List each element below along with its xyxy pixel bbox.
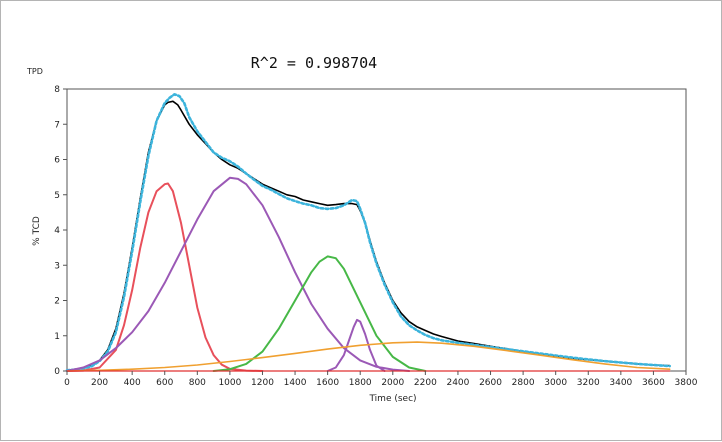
series-layer bbox=[65, 93, 672, 372]
x-tick-label: 0 bbox=[64, 378, 70, 388]
y-tick-label: 5 bbox=[54, 191, 60, 201]
panel-label: TPD bbox=[26, 67, 43, 76]
x-tick-label: 3600 bbox=[642, 378, 665, 388]
y-tick-label: 2 bbox=[54, 297, 60, 307]
y-tick-label: 8 bbox=[54, 85, 60, 95]
x-tick-label: 1600 bbox=[316, 378, 339, 388]
y-tick-label: 6 bbox=[54, 156, 60, 166]
x-tick-label: 1400 bbox=[284, 378, 307, 388]
series-line-5 bbox=[212, 255, 427, 372]
x-axis-label: Time (sec) bbox=[368, 394, 416, 404]
series-line-6 bbox=[326, 318, 386, 372]
y-tick-label: 1 bbox=[54, 332, 60, 342]
y-tick-label: 4 bbox=[54, 226, 60, 236]
x-axis: 0 200 400 600 800 1000 1200 1400 1600 1800 2000 220… bbox=[64, 371, 698, 388]
x-tick-label: 400 bbox=[124, 378, 141, 388]
x-tick-label: 2200 bbox=[414, 378, 437, 388]
series-line-3 bbox=[66, 182, 264, 372]
x-tick-label: 2800 bbox=[512, 378, 535, 388]
x-tick-label: 2000 bbox=[381, 378, 404, 388]
y-tick-label: 3 bbox=[54, 261, 60, 271]
y-axis: 0 1 2 3 4 5 6 7 8 bbox=[54, 85, 67, 377]
y-axis-label: % TCD bbox=[32, 216, 42, 246]
series-line-2 bbox=[65, 93, 672, 372]
plot-area bbox=[66, 88, 687, 372]
x-tick-label: 1200 bbox=[251, 378, 274, 388]
x-tick-label: 600 bbox=[156, 378, 173, 388]
x-tick-label: 3400 bbox=[609, 378, 632, 388]
x-tick-label: 1800 bbox=[349, 378, 372, 388]
x-tick-label: 3000 bbox=[544, 378, 567, 388]
series-line-4 bbox=[66, 176, 411, 372]
x-tick-label: 1000 bbox=[218, 378, 241, 388]
y-tick-label: 7 bbox=[54, 120, 60, 130]
chart-title: R^2 = 0.998704 bbox=[251, 54, 377, 72]
y-tick-label: 0 bbox=[54, 367, 60, 377]
x-tick-label: 2400 bbox=[446, 378, 469, 388]
x-tick-label: 200 bbox=[91, 378, 108, 388]
x-tick-label: 2600 bbox=[479, 378, 502, 388]
x-tick-label: 3800 bbox=[675, 378, 698, 388]
series-line-7 bbox=[66, 341, 671, 372]
x-tick-label: 800 bbox=[189, 378, 206, 388]
x-tick-label: 3200 bbox=[577, 378, 600, 388]
